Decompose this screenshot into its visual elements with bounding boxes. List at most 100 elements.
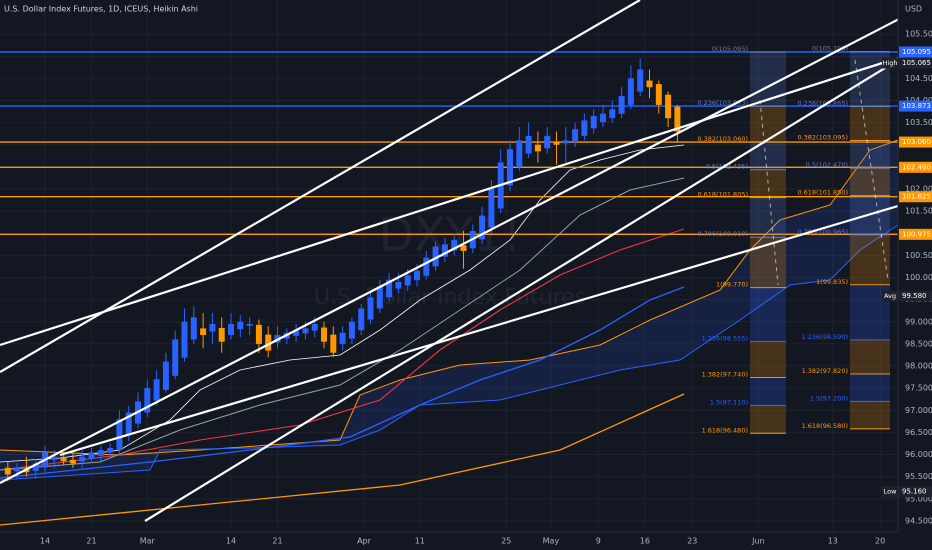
fib-label: 0.382(103.095) [797,134,848,142]
fib-band [750,106,786,143]
candle-body [107,447,114,453]
price-label: 100.975 [902,230,931,238]
fib-label: 1.382(97.740) [702,371,748,379]
candle-body [209,323,216,332]
candle-body [69,459,76,464]
candle-body [265,334,272,351]
fib-label: 1.236(98.590) [802,333,848,341]
candle-body [88,452,95,459]
candle-body [646,80,653,88]
trendlines [0,0,932,522]
candle-body [97,450,104,456]
price-label: 103.060 [902,138,931,146]
price-label-bg [899,136,932,148]
fib-label: 0(105.095) [712,45,748,53]
candle-body [404,275,411,286]
price-axis [898,0,932,550]
y-tick-label: 104.000 [905,96,932,105]
candle-body [181,321,188,358]
x-tick-label: 13 [828,537,838,546]
y-tick-label: 97.000 [905,406,932,415]
fib-band [750,52,786,107]
time-axis [0,532,898,550]
fib-tools: 0(105.095) 0.236(103.873) 0.382(103.060) 0.… [697,45,890,434]
y-tick-label: 94.500 [905,516,932,525]
y-tick-label: 101.500 [905,207,932,216]
y-tick-label: 100.000 [905,273,932,282]
fib-label: 1.618(96.580) [802,422,848,430]
candle-body [162,361,169,390]
grid [0,0,898,532]
price-label-bg [899,57,932,69]
ma-green [0,177,685,471]
candle-body [507,149,514,186]
price-label: 95.160 [902,488,927,496]
candle-body [432,246,439,267]
candle-body [553,142,560,145]
x-tick-label: 23 [687,537,697,546]
price-label: 101.825 [902,193,931,201]
candle-body [190,317,197,340]
fib-band [850,339,890,374]
candle-body [441,244,448,257]
x-tick-label: 21 [272,537,282,546]
fib-band [750,169,786,198]
candle-body [516,140,523,168]
price-tag: Avg [884,292,896,300]
candle-body [330,334,337,353]
y-tick-label: 103.500 [905,118,932,127]
y-tick-label: 104.500 [905,74,932,83]
candle-body [674,106,681,132]
trendline [144,59,899,522]
fib-band [750,405,786,434]
y-tick-label: 96.500 [905,428,932,437]
fib-band [850,373,890,402]
y-tick-label: 98.000 [905,362,932,371]
candle-body [302,328,309,334]
x-tick-label: Mar [140,537,156,546]
fib-band [850,168,890,196]
x-tick-label: 20 [875,537,885,546]
y-tick-label: 102.000 [905,184,932,193]
fib-band [750,377,786,406]
fib-band [750,341,786,378]
candle-body [348,321,355,339]
price-label: 103.873 [902,102,931,110]
candle-body [153,379,160,401]
candles [4,58,681,482]
price-labels: 105.095 105.065 High 103.873 103.060 102.490 1… [882,46,932,498]
candle-body [228,323,235,336]
candle-body [116,419,123,451]
fib-connector [759,99,779,286]
candle-body [358,308,365,331]
x-tick-label: 16 [640,537,650,546]
price-label-bg [899,290,932,302]
candle-body [321,327,328,342]
price-label: 99.580 [902,292,927,300]
candle-body [414,270,421,281]
price-label-bg [899,161,932,173]
candle-body [534,144,541,152]
candle-body [14,467,21,472]
fib-band [850,106,890,141]
ma-long [0,393,685,526]
price-tag-bg [882,290,898,302]
fib-label: 0(105.105) [812,45,848,53]
watermark-subtitle: U.S. Dollar Index Futures [314,285,586,310]
trendline [59,204,899,457]
candle-body [395,281,402,289]
price-tag-bg [882,57,898,69]
candle-body [4,467,11,475]
fib-connector [854,59,889,281]
ma-red [0,228,685,471]
candle-body [32,463,39,471]
candle-body [423,257,430,276]
fib-label: 0.618(101.850) [797,189,848,197]
fib-label: 0.236(103.865) [797,99,848,107]
candle-body [600,113,607,123]
fib-label: 0.786(100.910) [697,230,748,238]
candle-body [200,328,207,336]
candle-body [60,458,67,462]
candle-body [23,469,30,473]
